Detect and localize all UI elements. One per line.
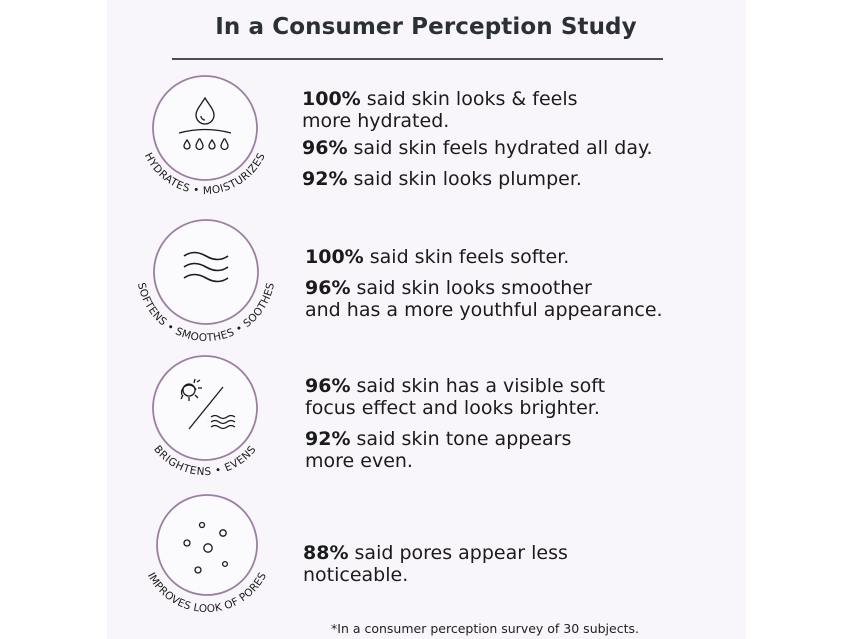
badge-hydrates: HYDRATES • MOISTURIZES bbox=[125, 68, 285, 208]
pores-dots-icon bbox=[183, 521, 229, 574]
stat-text-cont: more even. bbox=[305, 450, 413, 472]
stat-item: 96% said skin has a visible soft focus ef… bbox=[305, 375, 605, 419]
stats-softens: 100% said skin feels softer. 96% said sk… bbox=[305, 246, 663, 321]
stat-text: said pores appear less bbox=[348, 542, 568, 564]
badge-pores: IMPROVES LOOK OF PORES bbox=[127, 490, 287, 630]
stat-item: 96% said skin feels hydrated all day. bbox=[302, 137, 653, 159]
stat-text: said skin looks & feels bbox=[360, 88, 578, 110]
stat-item: 92% said skin looks plumper. bbox=[302, 168, 653, 190]
stat-text-cont: more hydrated. bbox=[302, 110, 450, 132]
waves-icon bbox=[183, 251, 229, 283]
stat-percent: 100% bbox=[305, 246, 364, 268]
water-drops-icon bbox=[178, 96, 232, 151]
stat-percent: 92% bbox=[305, 428, 351, 450]
badge-softens: SOFTENS • SMOOTHES • SOOTHES bbox=[126, 212, 286, 352]
page-title: In a Consumer Perception Study bbox=[215, 14, 637, 40]
sun-slash-water-icon bbox=[180, 378, 236, 430]
stat-text-cont: and has a more youthful appearance. bbox=[305, 299, 663, 321]
stat-item: 88% said pores appear less noticeable. bbox=[303, 542, 568, 586]
stat-text: said skin tone appears bbox=[350, 428, 572, 450]
stat-item: 92% said skin tone appears more even. bbox=[305, 428, 605, 472]
stat-percent: 96% bbox=[305, 277, 351, 299]
badge-brightens: BRIGHTENS • EVENS bbox=[125, 355, 285, 495]
stat-percent: 96% bbox=[305, 375, 351, 397]
stat-item: 100% said skin feels softer. bbox=[305, 246, 663, 268]
stat-percent: 92% bbox=[302, 168, 348, 190]
stats-hydrates: 100% said skin looks & feels more hydrate… bbox=[302, 88, 653, 190]
stat-text: said skin looks plumper. bbox=[347, 168, 582, 190]
stat-text: said skin has a visible soft bbox=[350, 375, 606, 397]
stat-percent: 96% bbox=[302, 137, 348, 159]
stat-percent: 88% bbox=[303, 542, 349, 564]
stat-text-cont: noticeable. bbox=[303, 564, 409, 586]
stat-text: said skin looks smoother bbox=[350, 277, 592, 299]
stat-item: 96% said skin looks smoother and has a mo… bbox=[305, 277, 663, 321]
footnote: *In a consumer perception survey of 30 s… bbox=[331, 621, 639, 636]
stat-text-cont: focus effect and looks brighter. bbox=[305, 397, 600, 419]
stat-percent: 100% bbox=[302, 88, 361, 110]
stat-item: 100% said skin looks & feels more hydrate… bbox=[302, 88, 653, 132]
stats-pores: 88% said pores appear less noticeable. bbox=[303, 542, 568, 586]
title-divider bbox=[172, 58, 663, 60]
stat-text: said skin feels hydrated all day. bbox=[347, 137, 653, 159]
stat-text: said skin feels softer. bbox=[363, 246, 570, 268]
stats-brightens: 96% said skin has a visible soft focus ef… bbox=[305, 375, 605, 472]
